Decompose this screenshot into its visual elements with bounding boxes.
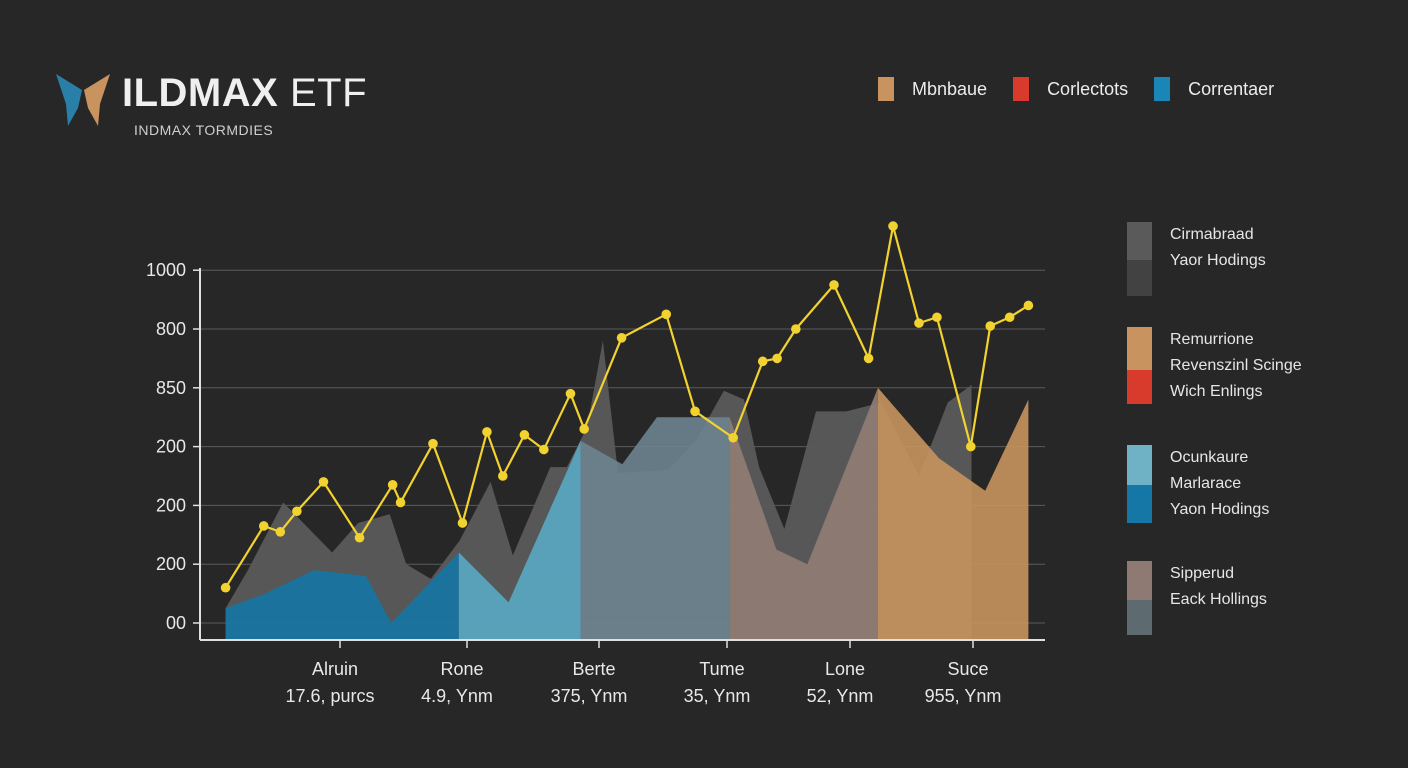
- line-point: [914, 318, 924, 328]
- legend-label: Yaor Hodings: [1170, 252, 1266, 269]
- x-tick-label: Rone: [440, 659, 483, 679]
- line-markers: [220, 221, 1034, 593]
- top-legend: Mbnbaue Corlectots Correntaer: [878, 77, 1300, 101]
- line-point: [519, 430, 530, 440]
- line-point: [387, 480, 398, 490]
- side-legend-group: Sipperud Eack Hollings: [1127, 561, 1267, 635]
- legend-swatch: [1127, 485, 1152, 523]
- x-tick-label: Alruin: [312, 659, 358, 679]
- legend-swatch: [1127, 327, 1152, 370]
- line-point: [565, 388, 576, 399]
- line-series: [224, 225, 1029, 589]
- legend-swatch: [1127, 561, 1152, 600]
- top-legend-item: Mbnbaue: [878, 77, 987, 101]
- line-point: [888, 221, 898, 231]
- area-series-5: [877, 387, 1029, 640]
- line-point: [428, 438, 438, 449]
- y-tick-label: 850: [156, 378, 186, 398]
- line-point: [757, 356, 768, 367]
- brand-subtitle: INDMAX TORMDIES: [134, 122, 274, 138]
- legend-label: Revenszinl Scinge: [1170, 357, 1302, 374]
- y-tick-label: 200: [156, 437, 186, 457]
- legend-swatch: [878, 77, 894, 101]
- legend-label: Yaon Hodings: [1170, 501, 1270, 518]
- area-series-2: [458, 440, 581, 640]
- line-point: [395, 497, 406, 508]
- legend-label: Mbnbaue: [912, 78, 988, 99]
- x-tick-label: Tume: [699, 659, 744, 679]
- brand: ILDMAX ETF INDMAX TORMDIES: [54, 70, 367, 138]
- line-point: [292, 506, 302, 517]
- x-tick-value-label: 52, Ynm: [807, 686, 874, 706]
- butterfly-logo-icon: [56, 74, 110, 126]
- legend-swatch: [1127, 445, 1152, 485]
- area-series-4: [729, 387, 878, 640]
- line-point: [661, 309, 672, 320]
- side-legend-group: Remurrione Revenszinl Scinge Wich Enling…: [1127, 327, 1302, 405]
- x-tick-value-label: 17.6, purcs: [285, 686, 374, 706]
- line-point: [318, 477, 329, 487]
- brand-title-light: ETF: [289, 71, 367, 115]
- x-tick-value-label: 35, Ynm: [684, 686, 751, 706]
- legend-label: Eack Hollings: [1170, 591, 1267, 608]
- legend-label: Corlectots: [1047, 78, 1129, 99]
- side-legend-group: Cirmabraad Yaor Hodings: [1127, 222, 1266, 296]
- legend-swatch: [1127, 260, 1152, 296]
- y-tick-label: 200: [156, 495, 186, 515]
- line-point: [966, 441, 976, 452]
- area-series-3: [580, 417, 730, 640]
- legend-label: Wich Enlings: [1170, 383, 1263, 400]
- y-tick-label: 800: [156, 319, 186, 339]
- line-point: [772, 353, 782, 364]
- line-point: [457, 518, 468, 528]
- line-point: [275, 527, 286, 537]
- area-series-1: [225, 552, 459, 640]
- y-tick-label: 1000: [146, 260, 186, 280]
- line-point: [932, 312, 942, 323]
- line-point: [482, 427, 492, 437]
- brand-title-bold: ILDMAX: [122, 71, 279, 115]
- x-categories: Alruin 17.6, purcs Rone 4.9, Ynm Berte 375, Y…: [285, 640, 1001, 706]
- line-point: [579, 424, 589, 434]
- legend-label: Marlarace: [1170, 475, 1242, 492]
- legend-swatch: [1013, 77, 1030, 101]
- side-legend-group: Ocunkaure Marlarace Yaon Hodings: [1127, 445, 1269, 523]
- legend-swatch: [1127, 600, 1152, 635]
- line-point: [220, 582, 231, 593]
- line-point: [829, 280, 839, 290]
- x-tick-label: Lone: [825, 659, 865, 679]
- x-tick-value-label: 4.9, Ynm: [421, 686, 493, 706]
- legend-label: Remurrione: [1170, 331, 1254, 348]
- x-tick-label: Suce: [947, 659, 988, 679]
- x-tick-label: Berte: [572, 659, 615, 679]
- line-point: [690, 406, 700, 417]
- legend-label: Cirmabraad: [1170, 226, 1254, 243]
- legend-swatch: [1127, 222, 1152, 260]
- x-tick-value-label: 955, Ynm: [925, 686, 1002, 706]
- legend-label: Correntaer: [1188, 78, 1275, 99]
- line-point: [354, 532, 365, 543]
- line-point: [985, 321, 996, 331]
- legend-label: Ocunkaure: [1170, 449, 1249, 466]
- line-point: [791, 324, 801, 334]
- legend-swatch: [1154, 77, 1171, 101]
- line-point: [258, 521, 269, 531]
- line-point: [498, 471, 508, 481]
- line-point: [1004, 312, 1015, 323]
- area-series: [225, 340, 1029, 640]
- x-tick-value-label: 375, Ynm: [551, 686, 628, 706]
- line-point: [1023, 300, 1034, 311]
- y-tick-label: 00: [166, 613, 186, 633]
- top-legend-item: Correntaer: [1154, 77, 1274, 101]
- line-point: [728, 432, 738, 443]
- brand-title: ILDMAX ETF: [122, 70, 367, 116]
- line-point: [616, 333, 627, 343]
- legend-swatch: [1127, 370, 1152, 404]
- legend-label: Sipperud: [1170, 565, 1235, 582]
- top-legend-item: Corlectots: [1013, 77, 1128, 101]
- line-point: [863, 353, 874, 364]
- y-tick-label: 200: [156, 554, 186, 574]
- line-point: [539, 444, 549, 455]
